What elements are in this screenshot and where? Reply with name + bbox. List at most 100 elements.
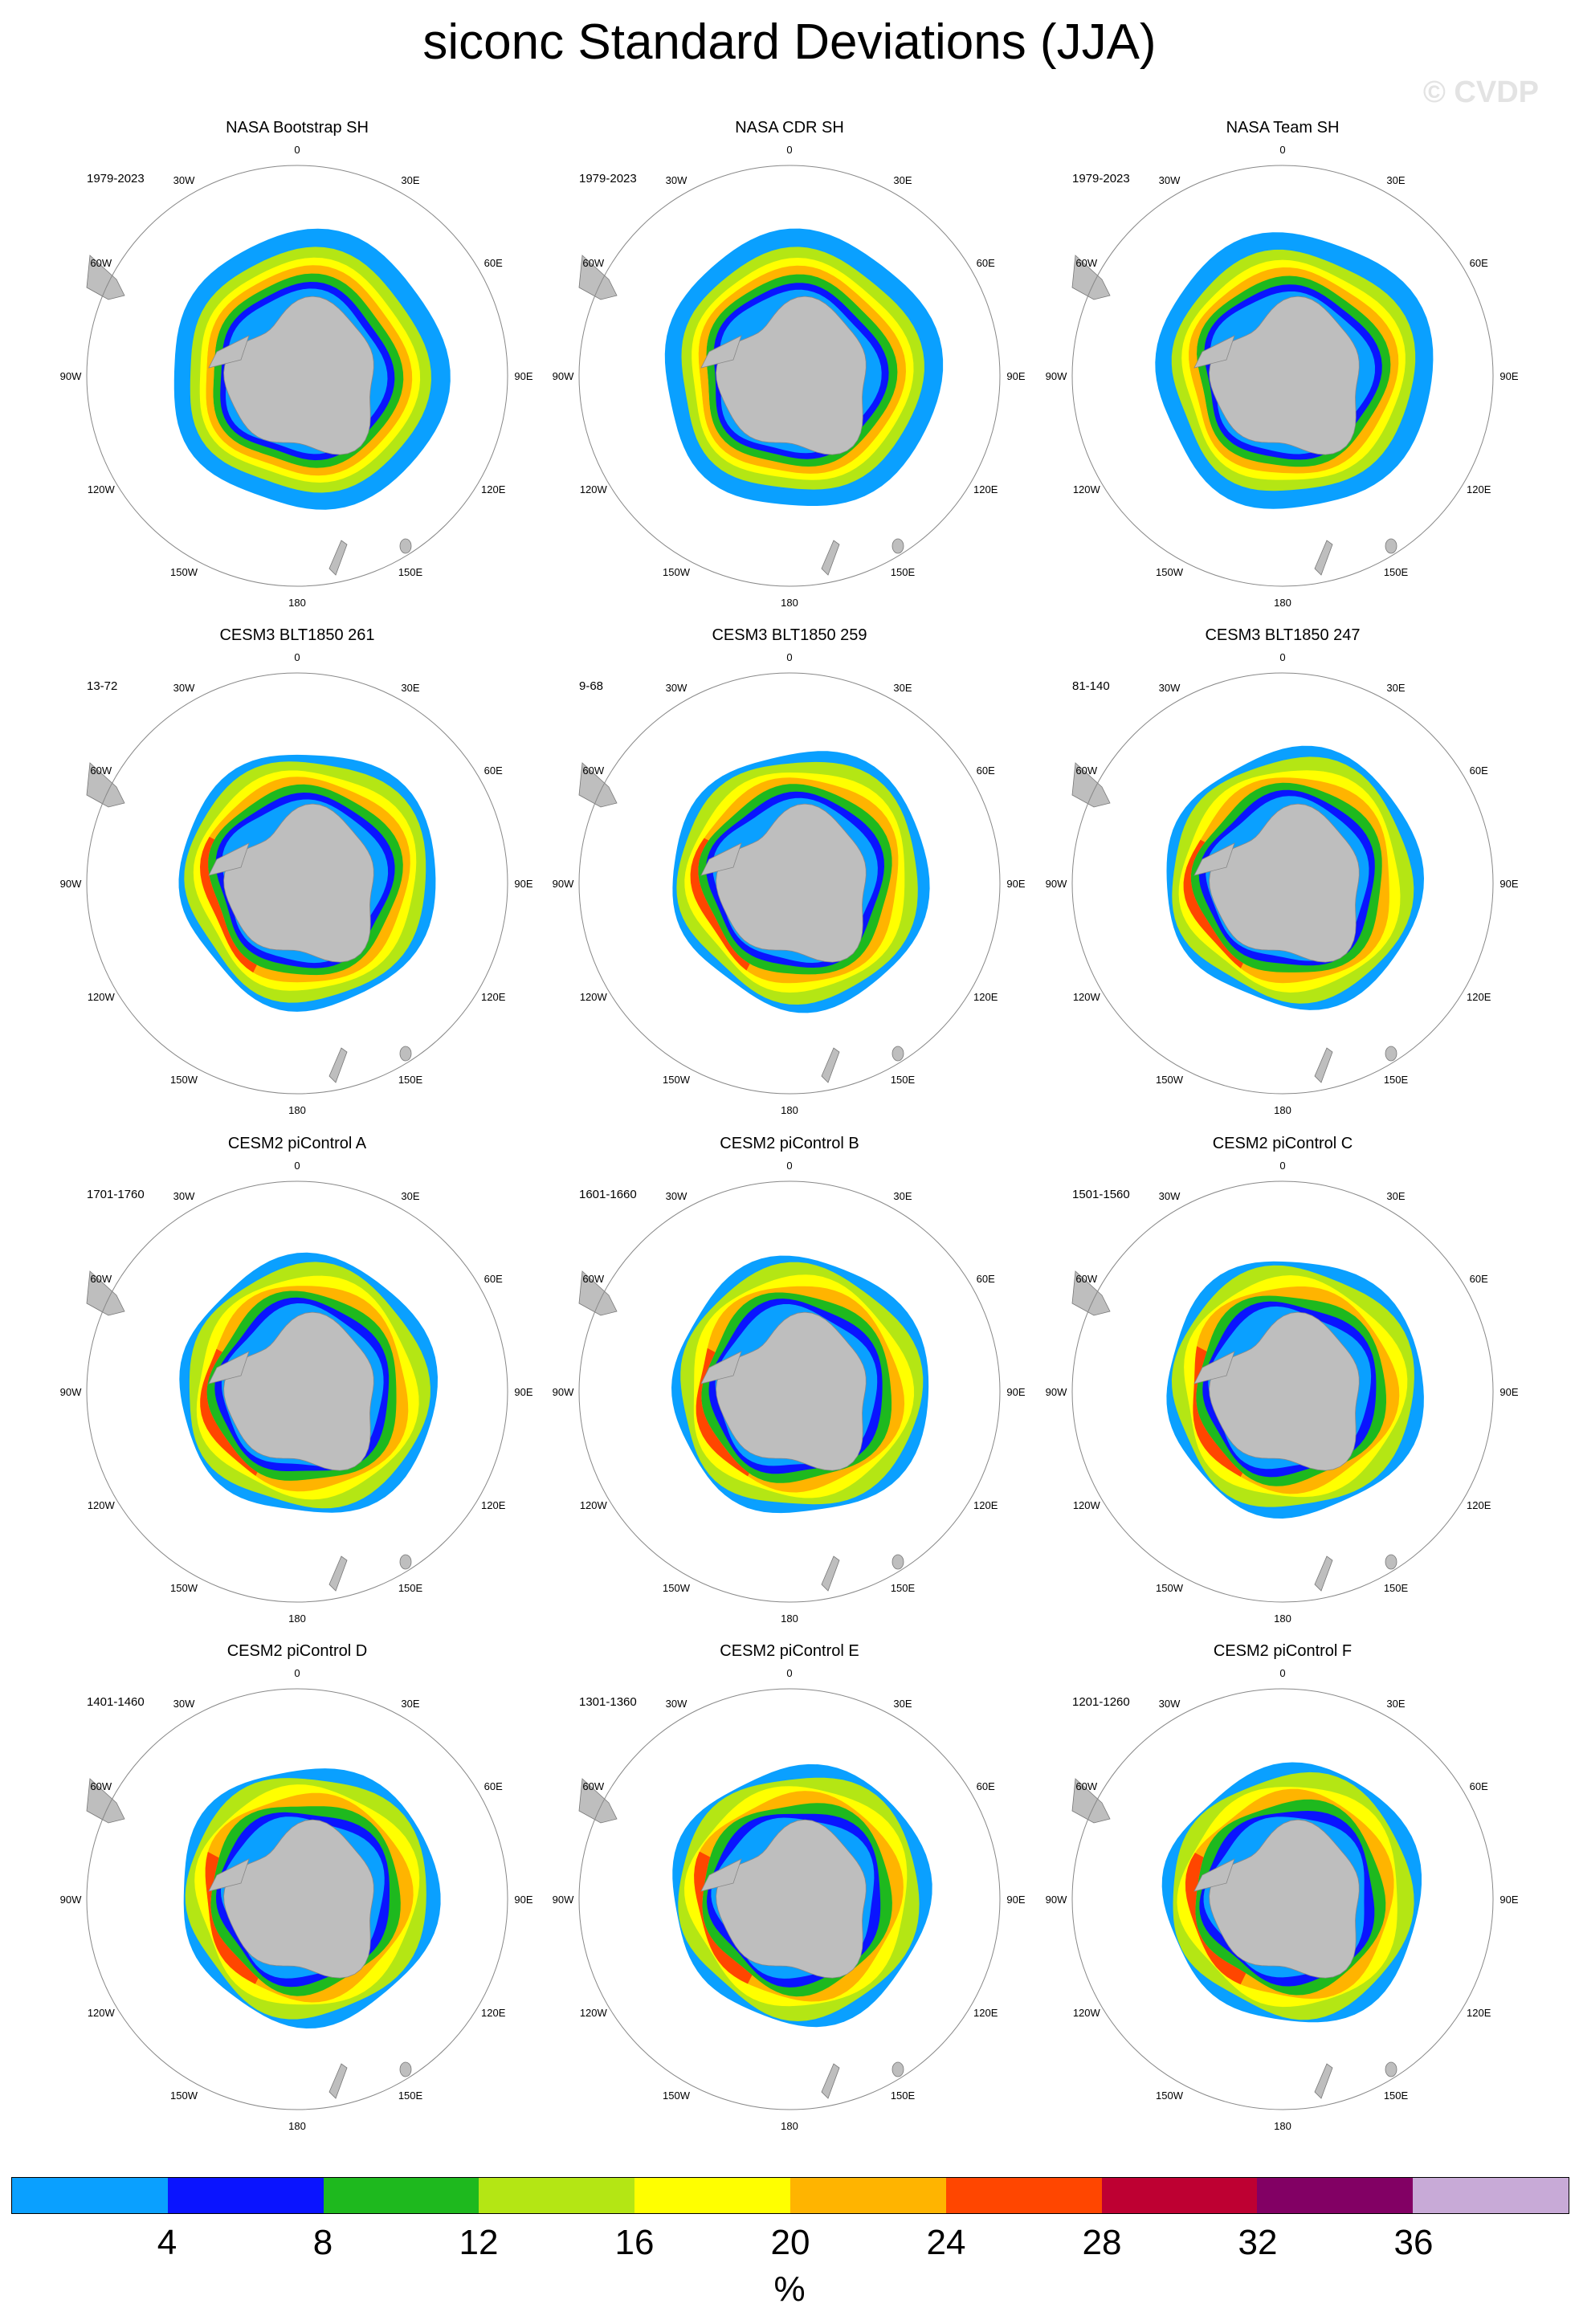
siconc-sd-high-sector (205, 1852, 259, 1984)
longitude-label: 60E (977, 764, 995, 777)
longitude-label: 90E (1499, 1894, 1518, 1906)
longitude-label: 30E (1386, 174, 1405, 186)
panel-title: CESM2 piControl E (720, 1642, 859, 1660)
longitude-label: 60W (582, 764, 604, 777)
longitude-label: 0 (786, 651, 792, 663)
new-zealand-land (1314, 1047, 1333, 1083)
longitude-label: 120E (973, 483, 998, 495)
longitude-label: 30W (666, 682, 687, 694)
map-boundary-circle (86, 672, 508, 1095)
longitude-label: 0 (786, 144, 792, 156)
longitude-label: 150W (170, 1582, 198, 1594)
tasmania-land (399, 1554, 412, 1570)
longitude-label: 90E (514, 370, 532, 382)
new-zealand-land (1314, 2063, 1333, 2099)
longitude-label: 60E (977, 1780, 995, 1792)
panel-title: CESM2 piControl B (720, 1135, 859, 1152)
longitude-label: 30E (401, 682, 419, 694)
antarctic-peninsula (1193, 1351, 1235, 1384)
new-zealand-land (328, 1555, 348, 1592)
colorbar-tick-label: 20 (770, 2223, 810, 2262)
panel-title: CESM2 piControl D (226, 1642, 368, 1660)
tasmania-land (399, 1046, 412, 1062)
longitude-label: 150E (891, 566, 916, 578)
longitude-label: 120W (580, 991, 608, 1003)
longitude-label: 0 (294, 1160, 300, 1172)
longitude-label: 150E (891, 1582, 916, 1594)
longitude-label: 90W (553, 370, 574, 382)
map-boundary-circle (86, 165, 508, 587)
longitude-label: 120W (88, 991, 116, 1003)
longitude-label: 90W (553, 878, 574, 890)
new-zealand-land (821, 2063, 840, 2099)
panel-title: NASA CDR SH (735, 119, 844, 137)
tasmania-land (1385, 538, 1397, 554)
longitude-label: 120E (1467, 991, 1491, 1003)
longitude-label: 120W (88, 483, 116, 495)
colorbar-units: % (773, 2269, 806, 2309)
longitude-label: 90W (1046, 1386, 1067, 1398)
longitude-label: 60W (582, 1273, 604, 1285)
watermark: © CVDP (1422, 75, 1539, 109)
siconc-sd-high-sector (1185, 1853, 1246, 1985)
longitude-label: 90W (553, 1894, 574, 1906)
longitude-label: 120W (580, 2007, 608, 2019)
longitude-label: 60E (1470, 257, 1488, 269)
new-zealand-land (328, 2063, 348, 2099)
colorbar-tick-label: 32 (1238, 2223, 1278, 2262)
longitude-label: 120E (1467, 1499, 1491, 1511)
longitude-label: 120E (1467, 2007, 1491, 2019)
panel-title: CESM3 BLT1850 247 (1205, 626, 1361, 644)
panel-period: 1301-1360 (579, 1695, 637, 1709)
tasmania-land (399, 2061, 412, 2077)
antarctic-peninsula (1193, 1858, 1235, 1892)
longitude-label: 30E (893, 1190, 912, 1202)
polar-map: 0 30E 60E 90E 120E 150E 180 150W 120W 90W 60W 30W (1046, 144, 1519, 609)
tasmania-land (1385, 2061, 1397, 2077)
colorbar-swatch (479, 2178, 635, 2213)
map-boundary-circle (578, 672, 1001, 1095)
panel-title: CESM2 piControl F (1213, 1642, 1353, 1660)
longitude-label: 120W (580, 1499, 608, 1511)
colorbar-swatch (1257, 2178, 1414, 2213)
panel-title: NASA Team SH (1226, 119, 1340, 137)
longitude-label: 90E (1006, 1386, 1025, 1398)
new-zealand-land (821, 1047, 840, 1083)
longitude-label: 150W (170, 2090, 198, 2102)
siconc-sd-high-sector (1193, 1346, 1243, 1477)
tasmania-land (892, 2061, 904, 2077)
longitude-label: 90W (60, 878, 82, 890)
siconc-sd-high-sector (698, 329, 750, 463)
main-title: siconc Standard Deviations (JJA) (422, 14, 1157, 70)
map-boundary-circle (86, 1180, 508, 1603)
longitude-label: 90E (514, 878, 532, 890)
longitude-label: 120W (88, 2007, 116, 2019)
map-boundary-circle (1071, 672, 1494, 1095)
panel-period: 1501-1560 (1072, 1188, 1130, 1201)
panel-title: CESM3 BLT1850 259 (712, 626, 867, 644)
panel-title: NASA Bootstrap SH (226, 119, 369, 137)
longitude-label: 120W (1073, 991, 1101, 1003)
longitude-label: 30W (1159, 1190, 1181, 1202)
tasmania-land (892, 1046, 904, 1062)
antarctic-peninsula (700, 1858, 742, 1892)
longitude-label: 180 (1274, 1613, 1291, 1625)
siconc-sd-high-sector (1189, 328, 1242, 466)
colorbar-tick-label: 4 (157, 2223, 177, 2262)
longitude-label: 180 (781, 2120, 798, 2132)
longitude-label: 150W (663, 1074, 691, 1086)
longitude-label: 90W (60, 370, 82, 382)
longitude-label: 30E (401, 174, 419, 186)
map-boundary-circle (578, 165, 1001, 587)
panel-period: 1979-2023 (1072, 172, 1130, 186)
longitude-label: 30W (666, 1190, 687, 1202)
longitude-label: 120E (481, 1499, 506, 1511)
longitude-label: 150W (1156, 2090, 1184, 2102)
longitude-label: 0 (294, 651, 300, 663)
longitude-label: 150W (663, 2090, 691, 2102)
map-boundary-circle (86, 1688, 508, 2110)
antarctic-peninsula (208, 1858, 250, 1892)
map-boundary-circle (1071, 1180, 1494, 1603)
longitude-label: 150E (1384, 1074, 1409, 1086)
